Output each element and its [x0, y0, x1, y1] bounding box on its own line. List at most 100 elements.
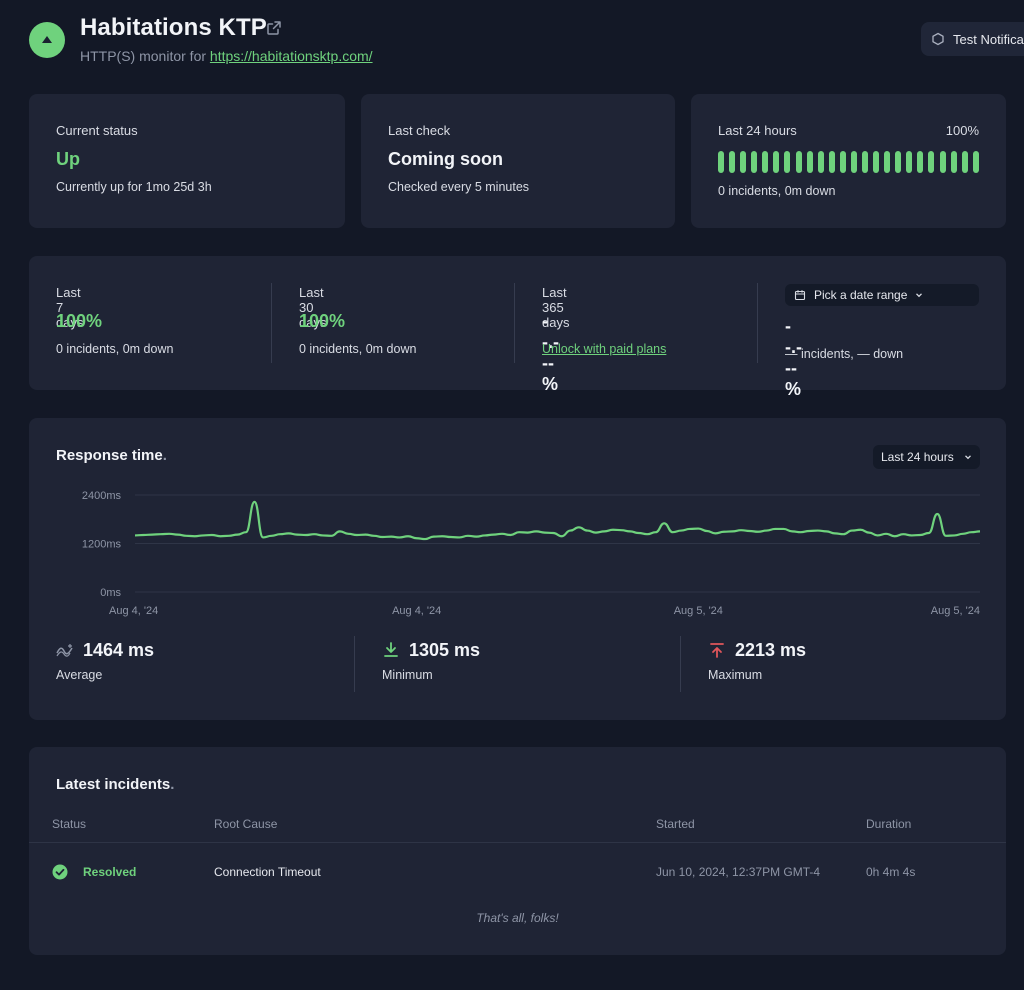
current-status-value: Up — [56, 149, 80, 169]
calendar-icon — [794, 290, 806, 301]
response-time-title: Response time. — [56, 447, 167, 464]
x-tick-label: Aug 5, '24 — [931, 605, 980, 617]
average-trend-icon — [56, 644, 73, 657]
uptime-bar[interactable] — [895, 151, 902, 173]
column-header-status: Status — [52, 817, 87, 831]
x-tick-label: Aug 4, '24 — [109, 605, 158, 617]
uptime-bar[interactable] — [873, 151, 880, 173]
range-365-days-value: --.---% — [542, 311, 559, 394]
test-notification-button[interactable]: Test Notifica — [921, 22, 1024, 56]
y-tick-label: 0ms — [100, 587, 121, 599]
minimum-value: 1305 ms — [409, 640, 481, 660]
chevron-down-icon — [964, 455, 971, 460]
response-time-card: 2400ms 1200ms 0ms Aug 4, '24 Aug 4, '24 Aug 5… — [29, 418, 1006, 720]
status-up-indicator — [29, 22, 65, 58]
table-header-divider — [29, 842, 1006, 843]
range-7-days-detail: 0 incidents, 0m down — [56, 342, 174, 356]
last-check-card: Last check Coming soon Checked every 5 m… — [361, 94, 675, 228]
end-of-list-note: That's all, folks! — [476, 911, 559, 925]
hexagon-icon — [932, 32, 944, 46]
range-7-days-label: Last 7 days — [56, 285, 84, 330]
x-tick-label: Aug 5, '24 — [674, 605, 723, 617]
column-header-duration: Duration — [866, 817, 912, 831]
chart-range-label: Last 24 hours — [881, 450, 954, 464]
minimum-label: Minimum — [382, 668, 433, 682]
range-365-days-label: Last 365 days — [542, 285, 570, 330]
uptime-bar[interactable] — [795, 151, 802, 173]
uptime-bar[interactable] — [729, 151, 736, 173]
range-7-days-value: 100% — [56, 311, 103, 331]
y-tick-label: 1200ms — [82, 539, 122, 551]
column-header-started: Started — [656, 817, 695, 831]
incidents-title-text: Latest incidents — [56, 776, 171, 793]
uptime-bar[interactable] — [928, 151, 935, 173]
title-dot: . — [170, 776, 175, 793]
y-tick-label: 2400ms — [82, 490, 122, 502]
triangle-up-icon — [42, 36, 52, 43]
title-dot: . — [162, 447, 167, 464]
external-link-icon[interactable] — [266, 20, 282, 36]
maximum-value: 2213 ms — [735, 640, 807, 660]
pick-date-range-label: Pick a date range — [814, 288, 908, 302]
current-status-label: Current status — [56, 123, 138, 138]
uptime-bar[interactable] — [961, 151, 968, 173]
uptime-bar[interactable] — [751, 151, 758, 173]
average-value: 1464 ms — [83, 640, 155, 660]
range-30-days-label: Last 30 days — [299, 285, 327, 330]
response-time-series-line[interactable] — [134, 500, 981, 541]
arrow-down-to-line-icon — [384, 642, 398, 657]
test-notification-label: Test Notifica — [953, 31, 1024, 47]
chevron-down-icon — [916, 293, 923, 298]
last-check-value: Coming soon — [388, 149, 503, 169]
monitor-subtitle: HTTP(S) monitor for https://habitationsk… — [80, 48, 373, 64]
divider — [354, 636, 355, 692]
last-24h-label: Last 24 hours — [718, 123, 797, 138]
last-24h-card: Last 24 hours 100% 0 incidents, 0m down — [691, 94, 1006, 228]
uptime-bar[interactable] — [718, 151, 724, 173]
uptime-bar[interactable] — [784, 151, 791, 173]
unlock-paid-plans-link[interactable]: Unlock with paid plans — [542, 342, 667, 356]
uptime-bar[interactable] — [972, 151, 979, 173]
uptime-bar[interactable] — [773, 151, 780, 173]
divider — [757, 283, 758, 363]
range-custom-value: --.---% — [785, 316, 802, 399]
uptime-bar[interactable] — [884, 151, 891, 173]
uptime-bar[interactable] — [828, 151, 835, 173]
range-30-days-detail: 0 incidents, 0m down — [299, 342, 417, 356]
uptime-bar[interactable] — [817, 151, 824, 173]
uptime-bar[interactable] — [939, 151, 946, 173]
arrow-up-from-line-icon — [710, 643, 724, 658]
uptime-bar[interactable] — [839, 151, 846, 173]
monitor-header: Habitations KTP HTTP(S) monitor for http… — [28, 14, 1024, 74]
divider — [271, 283, 272, 363]
chart-range-select[interactable]: Last 24 hours — [873, 445, 980, 469]
divider — [680, 636, 681, 692]
uptime-bar[interactable] — [917, 151, 924, 173]
incident-started: Jun 10, 2024, 12:37PM GMT-4 — [656, 865, 821, 879]
column-header-root-cause: Root Cause — [214, 817, 278, 831]
check-circle-icon — [52, 864, 68, 880]
current-status-card: Current status Up Currently up for 1mo 2… — [29, 94, 345, 228]
incident-root-cause[interactable]: Connection Timeout — [214, 865, 321, 879]
response-time-chart: 2400ms 1200ms 0ms Aug 4, '24 Aug 4, '24 Aug 5… — [82, 490, 981, 617]
range-30-days-value: 100% — [299, 311, 346, 331]
subtitle-prefix: HTTP(S) monitor for — [80, 48, 210, 64]
uptime-bar[interactable] — [850, 151, 857, 173]
uptime-bar[interactable] — [762, 151, 769, 173]
last-24h-percent: 100% — [945, 123, 979, 138]
uptime-bar[interactable] — [950, 151, 957, 173]
page-title: Habitations KTP — [80, 14, 267, 41]
monitor-url-link[interactable]: https://habitationsktp.com/ — [209, 48, 373, 64]
response-time-title-text: Response time — [56, 447, 163, 464]
pick-date-range-button[interactable]: Pick a date range — [785, 284, 979, 306]
divider — [514, 283, 515, 363]
uptime-bar[interactable] — [806, 151, 813, 173]
uptime-bar[interactable] — [862, 151, 869, 173]
uptime-ranges-card: Last 7 days 100% 0 incidents, 0m down La… — [29, 256, 1006, 399]
uptime-bar[interactable] — [906, 151, 913, 173]
current-status-detail: Currently up for 1mo 25d 3h — [56, 180, 212, 194]
last-check-detail: Checked every 5 minutes — [388, 180, 530, 194]
last-check-label: Last check — [388, 123, 451, 138]
uptime-bars — [718, 151, 979, 173]
uptime-bar[interactable] — [740, 151, 747, 173]
